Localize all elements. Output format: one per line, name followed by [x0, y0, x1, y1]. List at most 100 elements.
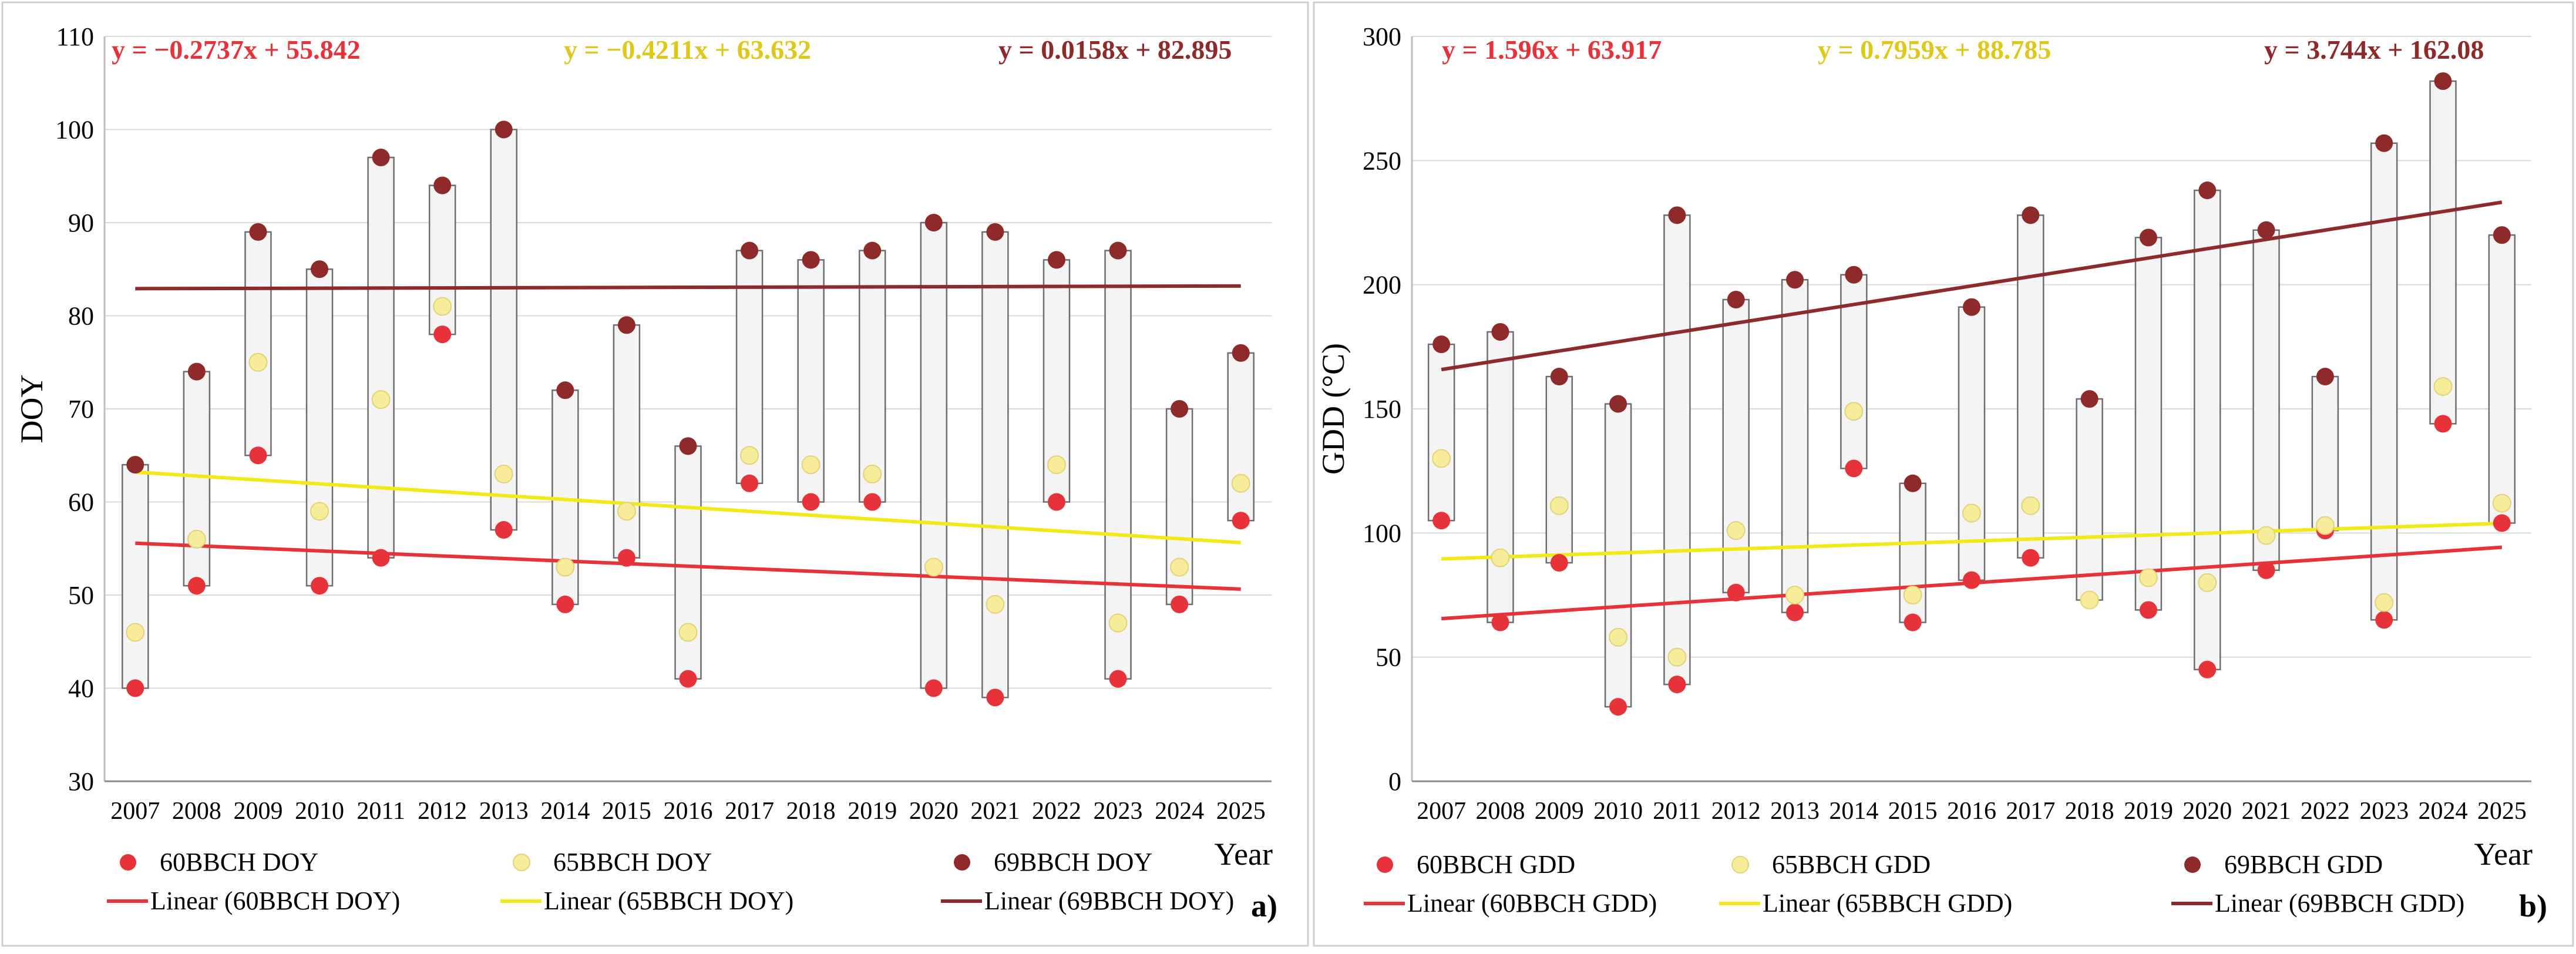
data-point-69bbch-gdd [1963, 298, 1980, 316]
legend-label: Linear (69BBCH GDD) [2215, 889, 2464, 918]
y-tick-label: 300 [1363, 22, 1401, 51]
legend-label: 69BBCH DOY [994, 848, 1152, 876]
data-point-69bbch-gdd [1904, 474, 1922, 492]
data-point-60bbch-doy [1171, 595, 1189, 613]
y-tick-label: 100 [55, 116, 94, 145]
x-tick-label: 2020 [2182, 798, 2232, 825]
y-tick-label: 60 [68, 488, 94, 517]
data-point-65bbch-doy [863, 464, 882, 483]
data-point-65bbch-gdd [2492, 493, 2511, 513]
data-point-65bbch-doy [740, 446, 759, 465]
data-point-65bbch-doy [986, 594, 1005, 614]
data-point-60bbch-doy [679, 670, 697, 688]
data-point-65bbch-doy [1170, 557, 1189, 577]
range-bar [1663, 214, 1691, 686]
y-tick-label: 110 [56, 22, 94, 51]
data-point-60bbch-doy [802, 493, 820, 511]
x-tick-label: 2013 [479, 798, 529, 825]
range-bar [981, 231, 1009, 698]
x-tick-label: 2008 [1475, 798, 1525, 825]
data-point-69bbch-gdd [1786, 271, 1804, 289]
legend-marker [513, 854, 530, 871]
data-point-60bbch-gdd [2434, 415, 2452, 433]
x-axis-title: Year [1214, 837, 1273, 872]
data-point-65bbch-gdd [2315, 516, 2335, 535]
data-point-65bbch-doy [617, 502, 636, 521]
x-tick-label: 2019 [848, 798, 897, 825]
data-point-69bbch-gdd [2493, 226, 2511, 244]
x-tick-label: 2022 [1032, 798, 1081, 825]
range-bar [613, 324, 641, 559]
x-tick-label: 2015 [602, 798, 651, 825]
x-tick-label: 2023 [2359, 798, 2409, 825]
x-tick-label: 2025 [2477, 798, 2527, 825]
trendline-equation: y = −0.4211x + 63.632 [564, 35, 811, 65]
data-point-65bbch-doy [310, 502, 329, 521]
range-bar [2076, 398, 2103, 601]
y-tick-label: 30 [68, 767, 94, 796]
legend-marker [1377, 856, 1393, 873]
y-tick-label: 100 [1363, 519, 1401, 547]
legend-label: Linear (69BBCH DOY) [984, 886, 1234, 915]
data-point-69bbch-gdd [1668, 206, 1686, 224]
data-point-65bbch-gdd [2433, 377, 2453, 396]
trendline-equation: y = −0.2737x + 55.842 [112, 35, 361, 65]
data-point-60bbch-doy [986, 688, 1004, 707]
data-point-69bbch-gdd [1727, 291, 1745, 309]
data-point-60bbch-doy [741, 474, 759, 492]
data-point-65bbch-doy [924, 557, 943, 577]
data-point-65bbch-gdd [1726, 521, 1746, 540]
data-point-60bbch-doy [1047, 493, 1065, 511]
x-tick-label: 2018 [2065, 798, 2114, 825]
legend-label: 69BBCH GDD [2224, 850, 2383, 879]
data-point-65bbch-gdd [1903, 586, 1922, 604]
range-bar [2370, 142, 2398, 621]
data-point-60bbch-doy [617, 549, 635, 567]
data-point-69bbch-gdd [1609, 395, 1627, 413]
data-point-69bbch-doy [863, 241, 882, 260]
range-bar [1227, 352, 1255, 522]
data-point-69bbch-doy [679, 437, 697, 455]
y-tick-label: 0 [1388, 767, 1401, 796]
data-point-60bbch-doy [126, 679, 144, 697]
range-bar [490, 129, 518, 531]
data-point-69bbch-doy [617, 316, 635, 334]
trendline-2 [135, 470, 1241, 545]
data-point-60bbch-doy [187, 577, 206, 595]
data-point-65bbch-doy [126, 623, 145, 642]
data-point-69bbch-gdd [1845, 266, 1863, 284]
data-point-60bbch-doy [556, 595, 574, 613]
x-tick-label: 2024 [2419, 798, 2468, 825]
data-point-60bbch-gdd [1668, 676, 1686, 694]
data-point-69bbch-gdd [2316, 368, 2334, 386]
range-bar [305, 268, 334, 587]
x-tick-label: 2017 [2006, 798, 2055, 825]
data-point-60bbch-gdd [1845, 459, 1863, 478]
data-point-69bbch-gdd [1491, 323, 1509, 341]
data-point-69bbch-gdd [2139, 229, 2157, 247]
data-point-69bbch-gdd [2375, 134, 2393, 152]
data-point-60bbch-gdd [1727, 583, 1745, 602]
trendline-3 [1441, 200, 2503, 372]
y-tick-label: 70 [68, 395, 94, 424]
range-bar [1604, 403, 1632, 708]
range-bar [1545, 375, 1573, 564]
legend-label: Linear (60BBCH GDD) [1407, 889, 1657, 918]
x-tick-label: 2007 [1417, 798, 1466, 825]
data-point-69bbch-doy [249, 223, 267, 241]
data-point-69bbch-doy [1047, 251, 1065, 269]
data-point-65bbch-gdd [1491, 548, 1510, 567]
data-point-60bbch-doy [1109, 670, 1127, 688]
data-point-65bbch-gdd [2198, 573, 2217, 592]
data-point-65bbch-doy [494, 464, 513, 483]
x-tick-label: 2018 [786, 798, 836, 825]
x-tick-label: 2012 [1711, 798, 1761, 825]
data-point-69bbch-doy [433, 176, 452, 194]
data-point-65bbch-gdd [2375, 593, 2394, 612]
x-tick-label: 2024 [1155, 798, 1204, 825]
data-point-60bbch-gdd [2257, 561, 2275, 579]
data-point-65bbch-gdd [1785, 586, 1805, 604]
data-point-69bbch-gdd [2022, 206, 2040, 224]
